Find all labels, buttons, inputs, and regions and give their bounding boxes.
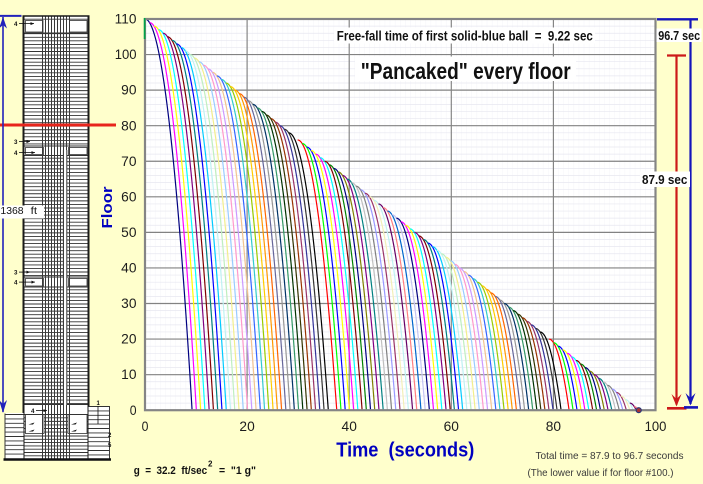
svg-text:0: 0 bbox=[142, 419, 149, 434]
svg-text:4: 4 bbox=[31, 408, 35, 415]
svg-text:20: 20 bbox=[121, 332, 136, 347]
svg-text:"Pancaked" every floor: "Pancaked" every floor bbox=[361, 58, 571, 84]
svg-text:80: 80 bbox=[121, 118, 136, 133]
svg-text:3: 3 bbox=[14, 270, 18, 277]
svg-text:10: 10 bbox=[121, 367, 136, 382]
svg-text:90: 90 bbox=[121, 83, 136, 98]
svg-text:g = 32.2 ft/sec: g = 32.2 ft/sec bbox=[134, 465, 208, 477]
svg-text:96.7 sec: 96.7 sec bbox=[658, 28, 700, 43]
svg-text:4: 4 bbox=[14, 21, 18, 28]
svg-text:Time (seconds): Time (seconds) bbox=[336, 440, 474, 462]
svg-text:1368: 1368 bbox=[0, 206, 24, 217]
svg-text:50: 50 bbox=[121, 225, 136, 240]
svg-text:100: 100 bbox=[645, 419, 667, 434]
svg-text:2: 2 bbox=[108, 433, 112, 439]
svg-text:60: 60 bbox=[121, 189, 136, 204]
svg-text:Free-fall time of first solid-: Free-fall time of first solid-blue ball … bbox=[337, 28, 593, 44]
svg-text:70: 70 bbox=[121, 154, 136, 169]
svg-text:2: 2 bbox=[208, 460, 213, 469]
svg-text:0: 0 bbox=[130, 403, 137, 418]
svg-text:1: 1 bbox=[97, 401, 101, 407]
svg-text:87.9 sec: 87.9 sec bbox=[642, 172, 688, 187]
svg-text:4: 4 bbox=[14, 280, 18, 287]
svg-text:30: 30 bbox=[121, 296, 136, 311]
svg-text:(The lower value if for floor: (The lower value if for floor #100.) bbox=[528, 467, 674, 479]
svg-text:20: 20 bbox=[239, 419, 254, 434]
svg-text:ft: ft bbox=[31, 206, 38, 217]
svg-text:= "1 g": = "1 g" bbox=[219, 465, 256, 477]
svg-text:60: 60 bbox=[444, 419, 459, 434]
svg-text:40: 40 bbox=[121, 261, 136, 276]
svg-text:100: 100 bbox=[115, 47, 137, 62]
svg-text:Floor: Floor bbox=[99, 186, 116, 228]
svg-text:3: 3 bbox=[14, 139, 18, 146]
svg-text:40: 40 bbox=[342, 419, 357, 434]
svg-text:110: 110 bbox=[115, 12, 137, 27]
svg-text:80: 80 bbox=[546, 419, 561, 434]
svg-text:5: 5 bbox=[108, 443, 112, 449]
svg-text:4: 4 bbox=[14, 150, 18, 157]
svg-text:Total time = 87.9 to 96.7 seco: Total time = 87.9 to 96.7 seconds bbox=[536, 450, 684, 462]
